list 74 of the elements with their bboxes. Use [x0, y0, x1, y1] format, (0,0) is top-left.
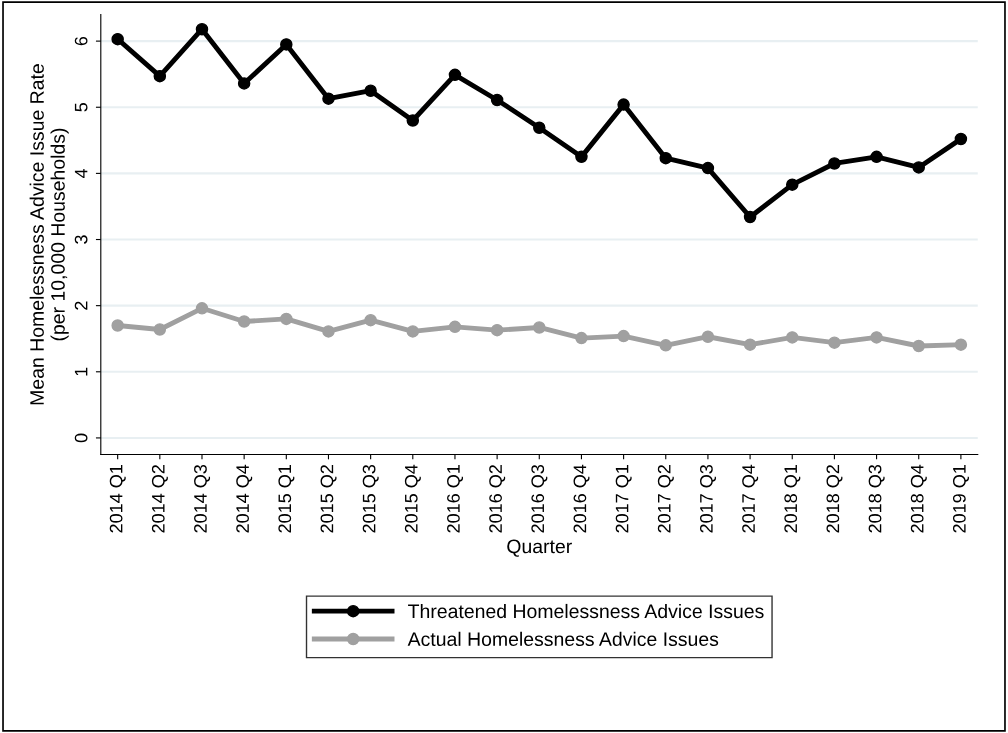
x-tick-label: 2014 Q4 — [236, 464, 253, 533]
point — [448, 68, 462, 82]
x-tick-label: 2017 Q2 — [657, 465, 674, 533]
point — [322, 92, 335, 105]
point — [575, 150, 588, 164]
point — [912, 339, 925, 353]
point — [912, 161, 925, 174]
y-tick-label: 3 — [74, 235, 88, 244]
point — [701, 161, 715, 175]
point — [195, 302, 209, 315]
point — [533, 321, 546, 334]
point — [659, 151, 673, 165]
point — [954, 338, 968, 351]
y-axis-title: Mean Homelessness Advice Issue Rate (per 10,000 Households) — [29, 64, 69, 405]
point — [490, 93, 504, 107]
point — [280, 38, 293, 51]
point — [743, 338, 757, 351]
legend-label: Actual Homelessness Advice Issues — [407, 631, 719, 647]
x-tick-label: 2016 Q3 — [531, 464, 548, 533]
y-tick-label: 4 — [74, 168, 88, 178]
x-tick-label: 2014 Q2 — [151, 465, 168, 533]
x-tick-label: 2017 Q1 — [615, 465, 632, 533]
point — [111, 32, 124, 46]
x-tick-label: 2016 Q4 — [573, 464, 590, 533]
x-tick-label: 2019 Q1 — [952, 465, 969, 533]
point — [406, 325, 420, 338]
point — [280, 312, 293, 326]
point — [153, 323, 167, 336]
x-axis-title: Quarter — [507, 539, 572, 557]
x-tick-label: 2017 Q4 — [742, 464, 759, 533]
point — [617, 329, 630, 343]
point — [153, 69, 167, 83]
x-tick-label: 2015 Q3 — [362, 464, 379, 533]
y-tick-label: 5 — [74, 102, 88, 112]
x-tick-label: 2016 Q2 — [489, 465, 506, 533]
point — [533, 121, 546, 135]
point — [870, 150, 883, 164]
point — [743, 210, 757, 224]
x-tick-label: 2014 Q3 — [194, 464, 211, 533]
point — [870, 331, 883, 344]
x-tick-label: 2018 Q3 — [868, 464, 885, 533]
x-tick-label: 2017 Q3 — [699, 464, 717, 533]
legend-label: Threatened Homelessness Advice Issues — [408, 603, 764, 619]
point — [785, 178, 799, 191]
point — [406, 114, 420, 127]
x-tick-label: 2015 Q1 — [278, 465, 295, 533]
point — [111, 319, 124, 332]
point — [828, 157, 841, 170]
x-tick-label: 2015 Q2 — [320, 465, 337, 533]
point — [448, 320, 462, 334]
point — [954, 132, 968, 146]
y-tick-label: 2 — [74, 301, 88, 310]
point — [364, 313, 377, 327]
x-tick-label: 2015 Q4 — [404, 464, 421, 533]
point — [701, 330, 715, 343]
point — [322, 325, 335, 338]
y-tick-label: 1 — [74, 367, 88, 376]
point — [364, 84, 377, 97]
point — [490, 323, 504, 337]
point — [575, 331, 588, 345]
point — [237, 77, 251, 90]
point — [617, 98, 630, 111]
point — [828, 336, 841, 349]
y-tick-label: 0 — [74, 433, 88, 443]
point — [237, 315, 251, 328]
x-tick-label: 2016 Q1 — [447, 465, 464, 533]
point — [785, 331, 799, 344]
x-tick-label: 2018 Q2 — [826, 465, 843, 533]
y-tick-label: 6 — [74, 36, 88, 46]
point — [659, 339, 673, 352]
x-tick-label: 2014 Q1 — [109, 465, 126, 533]
x-tick-label: 2018 Q4 — [910, 464, 927, 533]
x-tick-label: 2018 Q1 — [784, 465, 801, 533]
point — [195, 22, 209, 36]
